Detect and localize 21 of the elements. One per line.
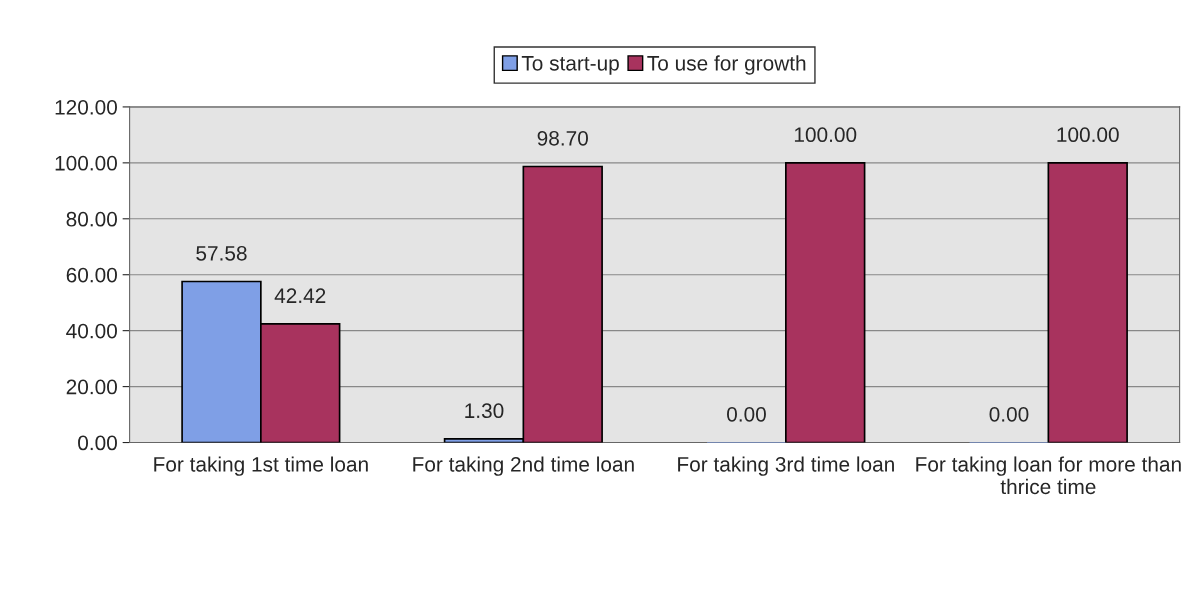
y-tick-label: 60.00 <box>66 267 117 283</box>
y-tick-label: 40.00 <box>66 323 117 339</box>
data-label: 42.42 <box>274 288 326 303</box>
legend-label: To use for growth <box>647 55 806 75</box>
data-label: 98.70 <box>537 130 588 146</box>
y-tick-label: 100.00 <box>55 155 117 171</box>
x-tick-label: For taking 1st time loan <box>154 456 368 476</box>
data-label: 0.00 <box>989 406 1029 422</box>
data-label: 1.30 <box>465 403 504 419</box>
data-label: 100.00 <box>1057 127 1119 143</box>
x-tick-label: For taking loan for more than thrice time <box>916 456 1181 495</box>
y-tick-label: 0.00 <box>78 435 117 451</box>
y-tick-label: 120.00 <box>55 99 117 115</box>
data-label: 100.00 <box>794 127 857 143</box>
x-tick-label: For taking 2nd time loan <box>413 456 634 476</box>
x-tick-label: For taking 3rd time loan <box>678 456 894 476</box>
y-tick-label: 80.00 <box>66 211 117 227</box>
data-label: 57.58 <box>196 245 247 261</box>
y-tick-label: 20.00 <box>66 379 117 395</box>
legend-label: To start-up <box>521 56 619 75</box>
data-label: 0.00 <box>727 406 766 422</box>
